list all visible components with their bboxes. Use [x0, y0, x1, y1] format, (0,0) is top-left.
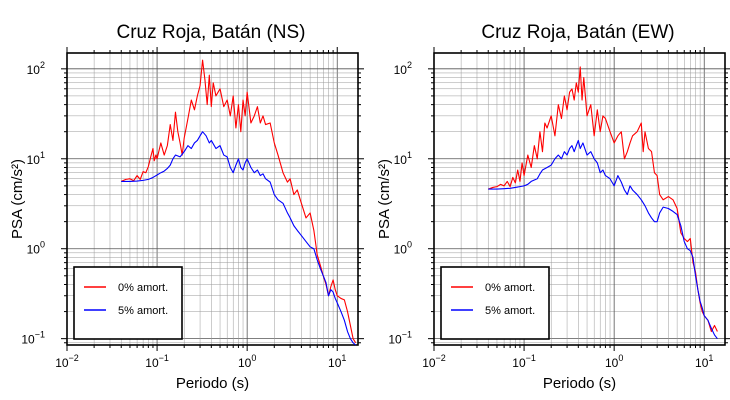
legend-box [440, 266, 550, 340]
y-tick-label: 100 [27, 240, 45, 257]
legend-label: 0% amort. [485, 282, 535, 294]
y-tick-label: 10−1 [21, 330, 45, 347]
legend-box [73, 266, 183, 340]
chart-panel-ns: 10−2 10−1 100 101 10−1 100 101 102 Cruz Roja, Ba… [9, 22, 364, 392]
axis-ticks [428, 47, 730, 351]
chart-title: Cruz Roja, Batán (NS) [116, 22, 305, 43]
x-tick-label: 101 [328, 353, 346, 370]
y-axis-label: PSA (cm/s²) [9, 159, 26, 239]
x-tick-label: 100 [238, 353, 256, 370]
y-tick-label: 102 [394, 60, 412, 77]
series-line-damped [121, 131, 356, 346]
series-line-undamped [488, 66, 718, 333]
axis-ticks [61, 47, 364, 351]
y-tick-label: 10−1 [388, 330, 412, 347]
x-tick-label: 10−1 [145, 353, 169, 370]
chart-title: Cruz Roja, Batán (EW) [481, 22, 674, 43]
x-tick-label: 100 [605, 353, 623, 370]
x-axis-label: Periodo (s) [176, 375, 249, 392]
x-axis-label: Periodo (s) [543, 375, 616, 392]
y-tick-label: 101 [27, 150, 45, 167]
legend: 0% amort. 5% amort. [440, 266, 550, 340]
legend-label: 5% amort. [485, 305, 535, 317]
legend-label: 0% amort. [118, 282, 168, 294]
legend: 0% amort. 5% amort. [73, 266, 183, 340]
x-tick-label: 10−2 [422, 353, 446, 370]
plot-frame [433, 52, 726, 346]
legend-label: 5% amort. [118, 305, 168, 317]
x-tick-label: 101 [695, 353, 713, 370]
y-axis-label: PSA (cm/s²) [376, 159, 393, 239]
series-line-damped [488, 139, 718, 339]
series-line-undamped [121, 59, 357, 344]
y-tick-label: 102 [27, 60, 45, 77]
x-tick-label: 10−1 [512, 353, 536, 370]
y-tick-label: 101 [394, 150, 412, 167]
plot-frame [66, 52, 359, 346]
chart-panel-ew: 10−2 10−1 100 101 10−1 100 101 102 Cruz Roja, Ba… [376, 22, 730, 392]
x-tick-label: 10−2 [55, 353, 79, 370]
y-tick-label: 100 [394, 240, 412, 257]
